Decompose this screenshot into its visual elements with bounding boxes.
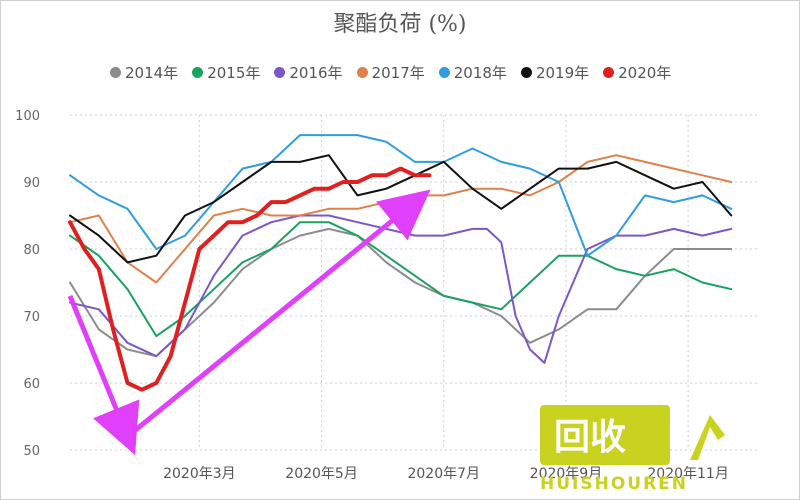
legend-label: 2017年 xyxy=(371,64,425,82)
series-line-2017年 xyxy=(69,154,733,284)
y-tick-label: 90 xyxy=(23,176,40,191)
legend-marker xyxy=(356,67,368,78)
legend-label: 2019年 xyxy=(535,64,590,82)
x-tick-label: 2020年3月 xyxy=(163,466,236,482)
chart-legend: 2014年 2015年 2016年 2017年 2018年 2019年 2020年 xyxy=(110,62,671,83)
legend-item: 2018年 xyxy=(438,62,507,83)
x-tick-label: 2020年7月 xyxy=(407,466,480,482)
series-line-2020年 xyxy=(68,166,432,392)
legend-label: 2018年 xyxy=(453,64,507,82)
legend-item: 2020年 xyxy=(603,62,671,83)
chart-title: 聚酯负荷 (%) xyxy=(333,12,467,37)
legend-label: 2015年 xyxy=(207,64,261,82)
y-tick-label: 60 xyxy=(23,377,40,392)
series-line-2019年 xyxy=(69,154,733,264)
legend-marker xyxy=(192,67,204,78)
legend-item: 2016年 xyxy=(274,62,343,83)
watermark-subtext: HUISHOUREN xyxy=(540,474,688,494)
legend-marker xyxy=(520,67,532,78)
legend-marker xyxy=(438,67,450,78)
y-tick-label: 50 xyxy=(23,444,40,459)
series-line-2016年 xyxy=(69,214,733,364)
series-line-2018年 xyxy=(69,134,733,257)
y-tick-label: 80 xyxy=(23,243,40,258)
legend-item: 2019年 xyxy=(520,62,590,83)
annotation-arrow xyxy=(125,189,431,439)
legend-item: 2015年 xyxy=(192,62,260,83)
legend-marker xyxy=(274,67,286,78)
watermark-logo: 回收 HUISHOUREN xyxy=(540,405,725,494)
legend-item: 2017年 xyxy=(356,62,425,83)
legend-label: 2016年 xyxy=(289,64,343,82)
watermark-text: 回收 xyxy=(554,417,626,458)
series-line-2014年 xyxy=(69,227,733,358)
y-tick-label: 70 xyxy=(23,310,40,325)
x-tick-label: 2020年11月 xyxy=(647,466,728,482)
y-tick-label: 100 xyxy=(15,109,40,124)
legend-marker xyxy=(603,67,615,78)
annotation-arrow xyxy=(67,294,140,456)
watermark-badge xyxy=(540,405,670,465)
legend-label: 2020年 xyxy=(618,64,672,82)
legend-label: 2014年 xyxy=(125,64,179,82)
x-tick-label: 2020年9月 xyxy=(530,466,603,482)
legend-item: 2014年 xyxy=(110,62,178,83)
x-tick-label: 2020年5月 xyxy=(285,466,358,482)
watermark-figure-icon xyxy=(690,415,725,460)
legend-marker xyxy=(110,67,121,78)
